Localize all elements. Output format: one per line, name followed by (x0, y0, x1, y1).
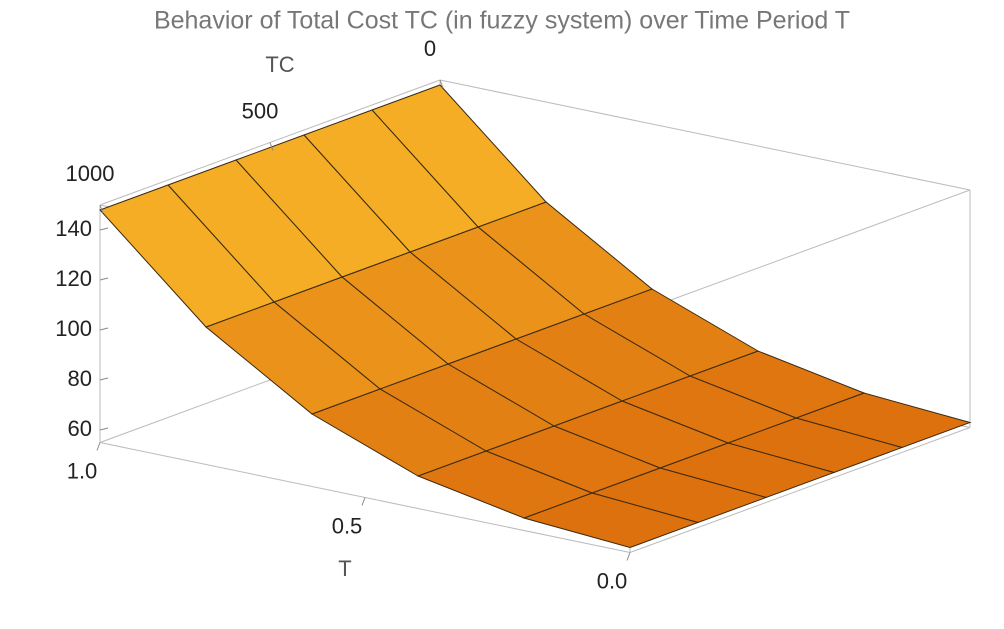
y-tick (269, 142, 274, 151)
x-axis-label: T (338, 556, 351, 581)
box-edge (629, 189, 971, 316)
y-tick (439, 79, 444, 89)
surface-patch (99, 184, 275, 328)
x-tick-label: 0.5 (332, 513, 363, 538)
z-tick (99, 427, 109, 431)
y-tick-label: 0 (424, 36, 436, 61)
z-tick-label: 80 (68, 366, 92, 391)
x-tick (361, 497, 366, 506)
x-tick (96, 442, 101, 451)
z-tick-label: 100 (55, 316, 92, 341)
z-tick-label: 120 (55, 266, 92, 291)
chart-title: Behavior of Total Cost TC (in fuzzy syst… (154, 7, 850, 35)
box-edge (439, 79, 971, 191)
x-tick-label: 1.0 (67, 458, 98, 483)
z-tick (99, 327, 109, 331)
y-tick-label: 500 (242, 98, 279, 123)
y-axis-label: TC (265, 52, 294, 77)
x-tick (626, 552, 631, 561)
z-tick (99, 377, 109, 381)
x-tick-label: 0.0 (597, 568, 628, 593)
z-tick-label: 140 (55, 216, 92, 241)
z-tick-label: 60 (68, 416, 92, 441)
z-tick (99, 227, 109, 231)
y-tick (99, 204, 104, 214)
box-edge (629, 427, 971, 553)
z-tick (99, 277, 109, 281)
y-tick-label: 1000 (66, 161, 115, 186)
